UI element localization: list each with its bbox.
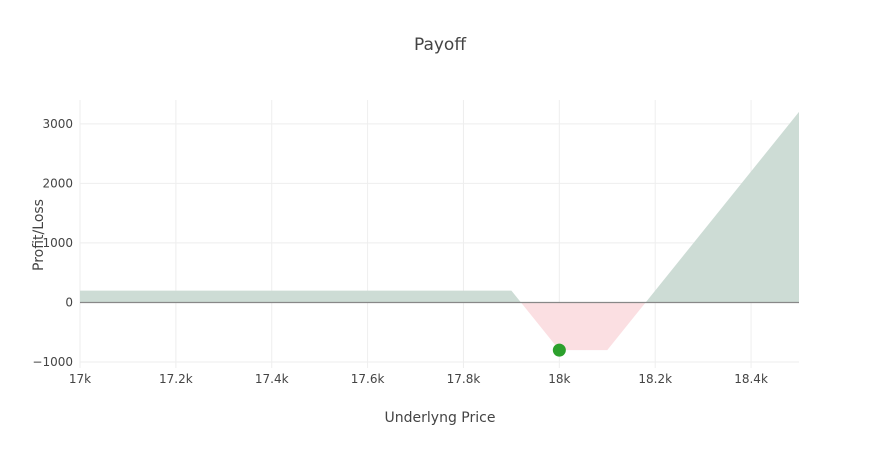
- x-axis-ticks: 17k 17.2k 17.4k 17.6k 17.8k 18k 18.2k 18.4k: [69, 372, 768, 386]
- y-tick-label: 2000: [42, 176, 73, 190]
- y-tick-label: 3000: [42, 117, 73, 131]
- x-tick-label: 17.2k: [159, 372, 193, 386]
- y-tick-label: −1000: [32, 355, 73, 369]
- marker-layer: [552, 343, 566, 357]
- area-layer: [80, 111, 799, 351]
- y-tick-label: 0: [65, 295, 73, 309]
- x-tick-label: 17.8k: [447, 372, 481, 386]
- profit-area: [80, 111, 799, 303]
- x-tick-label: 17.6k: [351, 372, 385, 386]
- grid-layer: [79, 100, 799, 368]
- y-axis-title: Profit/Loss: [31, 199, 47, 271]
- loss-area: [520, 302, 646, 351]
- x-tick-label: 17.4k: [255, 372, 289, 386]
- current-price-marker[interactable]: [552, 343, 566, 357]
- x-axis-title: Underlyng Price: [385, 410, 496, 426]
- x-tick-label: 18k: [548, 372, 570, 386]
- chart-title: Payoff: [414, 35, 467, 55]
- x-tick-label: 17k: [69, 372, 91, 386]
- y-tick-label: 1000: [42, 236, 73, 250]
- x-tick-label: 18.4k: [734, 372, 768, 386]
- x-tick-label: 18.2k: [638, 372, 672, 386]
- y-axis-ticks: −1000 0 1000 2000 3000: [32, 117, 73, 369]
